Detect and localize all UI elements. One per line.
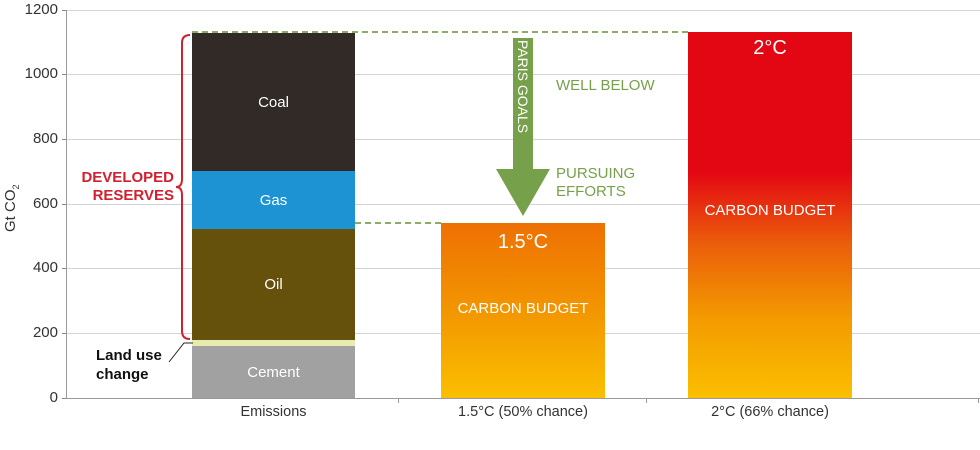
land-use-change-label-line2: change <box>96 366 149 383</box>
ytick-mark <box>62 204 67 205</box>
pursuing-efforts-label-line2: EFFORTS <box>556 183 626 200</box>
ytick-mark <box>62 139 67 140</box>
y-axis-label-main: Gt CO <box>2 189 19 232</box>
ytick-label: 0 <box>49 389 58 406</box>
bar-2c-carbon-budget: 2°C CARBON BUDGET <box>688 32 852 398</box>
bar-15c-budget-label: CARBON BUDGET <box>457 300 589 317</box>
bar-2c-temp-label: 2°C <box>753 37 787 59</box>
y-axis-label-sub: 2 <box>11 184 21 190</box>
dashed-line-emissions-total <box>192 31 688 33</box>
bar-segment-gas: Gas <box>192 171 355 229</box>
land-use-leader-line <box>168 342 193 363</box>
y-axis <box>66 10 67 399</box>
developed-reserves-brace-icon <box>175 34 191 340</box>
ytick-label: 400 <box>32 259 58 276</box>
y-axis-label: Gt CO2 <box>2 184 21 232</box>
ytick-mark <box>62 10 67 11</box>
bar-segment-land-use-change <box>192 340 355 346</box>
paris-goals-label: PARIS GOALS <box>515 40 531 134</box>
paris-goals-arrow-icon <box>496 38 550 216</box>
ytick-mark <box>62 74 67 75</box>
pursuing-efforts-label-line1: PURSUING <box>556 165 636 182</box>
ytick-label: 1000 <box>24 65 58 82</box>
bar-2c-budget-label: CARBON BUDGET <box>704 202 836 219</box>
x-label-2c: 2°C (66% chance) <box>711 404 829 420</box>
bar-15c-carbon-budget: 1.5°C CARBON BUDGET <box>441 223 605 398</box>
segment-label-cement: Cement <box>247 363 300 381</box>
ytick-label: 600 <box>32 195 58 212</box>
x-label-emissions: Emissions <box>240 404 307 420</box>
segment-label-oil: Oil <box>264 276 283 293</box>
bar-segment-cement: Cement <box>192 346 355 398</box>
well-below-label: WELL BELOW <box>556 77 655 94</box>
land-use-change-label-line1: Land use <box>96 347 162 364</box>
segment-label-coal: Coal <box>258 93 289 111</box>
developed-reserves-label-line2: RESERVES <box>92 187 174 204</box>
ytick-mark <box>62 398 67 399</box>
bar-15c-temp-label: 1.5°C <box>497 231 549 253</box>
gridline-1200 <box>66 10 980 11</box>
x-label-15c: 1.5°C (50% chance) <box>458 404 588 420</box>
xtick-mark <box>398 398 399 403</box>
bar-segment-coal: Coal <box>192 33 355 171</box>
dashed-line-15c-budget <box>355 222 441 224</box>
segment-label-gas: Gas <box>259 191 288 209</box>
developed-reserves-label-line1: DEVELOPED <box>81 169 174 186</box>
ytick-label: 200 <box>32 324 58 341</box>
ytick-mark <box>62 268 67 269</box>
ytick-label: 1200 <box>24 1 58 18</box>
x-axis <box>66 398 980 399</box>
ytick-mark <box>62 333 67 334</box>
bar-segment-oil: Oil <box>192 229 355 340</box>
ytick-label: 800 <box>32 130 58 147</box>
xtick-mark <box>978 398 979 403</box>
xtick-mark <box>646 398 647 403</box>
